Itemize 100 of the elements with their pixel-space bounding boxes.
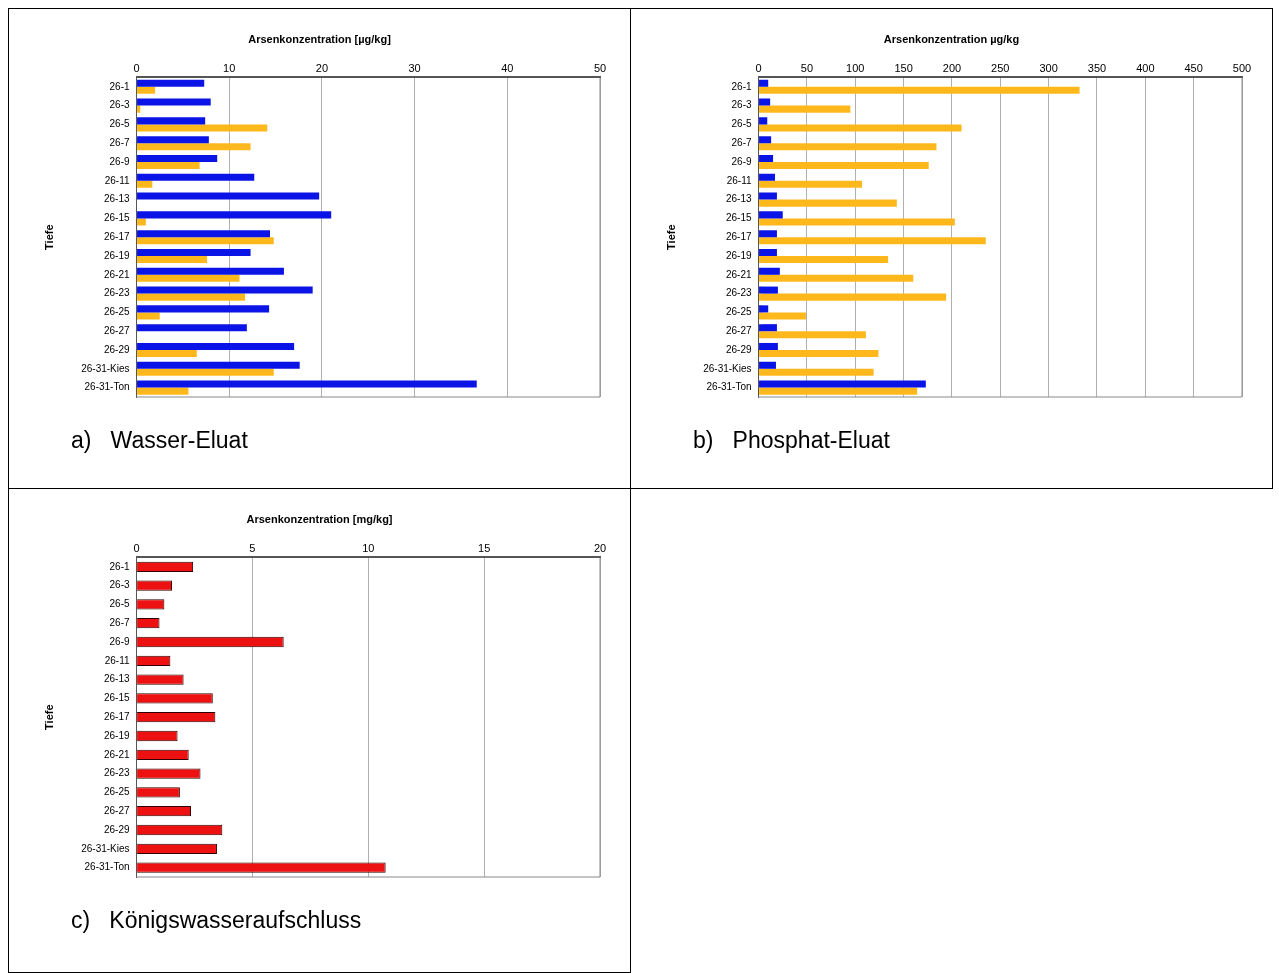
y-tick-label: 26-23 <box>725 287 752 299</box>
text: a) Wasser-Eluat <box>71 427 248 454</box>
x-tick-label: 20 <box>315 61 329 74</box>
x-tick-label: 10 <box>362 541 375 554</box>
y-tick-label: 26-25 <box>103 306 130 318</box>
bar <box>759 117 768 125</box>
bar <box>759 274 914 282</box>
y-tick-label: 26-31-Ton <box>84 381 130 393</box>
y-tick-label: 26-31-Ton <box>706 381 752 393</box>
bar <box>759 79 769 87</box>
x-tick-label: 50 <box>800 61 814 74</box>
bar <box>759 218 955 226</box>
chart-title: Arsenkonzentration [mg/kg] <box>246 512 393 525</box>
bar <box>759 350 879 358</box>
bar <box>759 230 777 238</box>
chart-title: Arsenkonzentration [µg/kg] <box>248 32 392 45</box>
bar <box>137 105 141 113</box>
y-tick-label: 26-15 <box>725 212 752 224</box>
x-tick-label: 0 <box>133 541 140 554</box>
y-tick-label: 26-7 <box>109 136 130 148</box>
bar <box>137 86 156 94</box>
bar <box>137 293 245 301</box>
bar <box>759 86 1080 94</box>
bar <box>759 173 775 181</box>
bar <box>759 286 778 294</box>
text: c) Königswasseraufschluss <box>71 907 362 934</box>
y-tick-label: 26-13 <box>103 193 130 205</box>
text: b) Phosphat-Eluat <box>693 427 890 454</box>
bar <box>759 192 777 200</box>
bar <box>137 218 146 226</box>
y-tick-label: 26-3 <box>109 579 130 591</box>
y-tick-label: 26-31-Kies <box>703 362 752 374</box>
bar <box>759 180 863 188</box>
bar <box>759 211 783 219</box>
y-tick-label: 26-27 <box>103 324 130 336</box>
x-tick-label: 15 <box>478 541 491 554</box>
x-tick-label: 0 <box>755 61 762 74</box>
bar <box>137 286 313 294</box>
y-tick-label: 26-23 <box>103 287 130 299</box>
bar <box>759 361 776 369</box>
x-tick-label: 20 <box>593 541 607 554</box>
x-tick-label: 250 <box>991 61 1010 74</box>
bar <box>759 342 778 350</box>
chart-title: Arsenkonzentration µg/kg <box>883 32 1020 45</box>
x-tick-label: 0 <box>133 61 140 74</box>
x-tick-label: 400 <box>1136 61 1155 74</box>
y-tick-label: 26-11 <box>104 654 130 666</box>
y-tick-label: 26-5 <box>109 118 130 130</box>
bar <box>137 305 270 313</box>
x-tick-label: 30 <box>408 61 421 74</box>
bar <box>137 211 332 219</box>
y-axis-title: Tiefe <box>42 704 55 730</box>
y-tick-label: 26-19 <box>725 249 752 261</box>
bar <box>137 368 274 376</box>
bar <box>759 136 772 144</box>
bar <box>759 331 866 339</box>
bar <box>759 305 769 313</box>
y-tick-label: 26-5 <box>731 118 752 130</box>
y-tick-label: 26-23 <box>103 767 130 779</box>
bar <box>137 173 255 181</box>
bar <box>137 350 197 358</box>
y-tick-label: 26-5 <box>109 598 130 610</box>
bar <box>137 154 218 162</box>
y-tick-label: 26-15 <box>103 212 130 224</box>
y-tick-label: 26-17 <box>103 710 130 722</box>
bar <box>137 124 268 132</box>
y-tick-label: 26-7 <box>109 616 130 628</box>
bar <box>759 368 874 376</box>
y-tick-label: 26-13 <box>725 193 752 205</box>
bar <box>137 324 247 332</box>
bar <box>137 79 205 87</box>
bar <box>759 380 926 388</box>
y-tick-label: 26-27 <box>103 804 130 816</box>
bar <box>137 387 189 395</box>
bar <box>137 256 207 264</box>
bar <box>137 117 206 125</box>
bar <box>137 230 271 238</box>
bar <box>137 312 160 320</box>
y-tick-label: 26-17 <box>725 230 752 242</box>
bar <box>759 162 929 170</box>
bar <box>137 180 153 188</box>
x-tick-label: 150 <box>894 61 913 74</box>
y-tick-label: 26-31-Kies <box>81 842 130 854</box>
bar <box>759 143 937 151</box>
y-tick-label: 26-1 <box>109 80 130 92</box>
bar <box>759 256 889 264</box>
x-tick-label: 5 <box>249 541 256 554</box>
x-tick-label: 10 <box>223 61 236 74</box>
x-tick-label: 450 <box>1184 61 1203 74</box>
bar <box>759 154 774 162</box>
y-tick-label: 26-13 <box>103 673 130 685</box>
bar <box>759 387 918 395</box>
y-tick-label: 26-11 <box>104 174 130 186</box>
y-tick-label: 26-19 <box>103 729 130 741</box>
y-tick-label: 26-25 <box>725 306 752 318</box>
y-tick-label: 26-31-Kies <box>81 362 130 374</box>
bar <box>137 162 200 170</box>
x-tick-label: 300 <box>1039 61 1058 74</box>
y-tick-label: 26-9 <box>731 155 752 167</box>
bar <box>759 237 986 245</box>
